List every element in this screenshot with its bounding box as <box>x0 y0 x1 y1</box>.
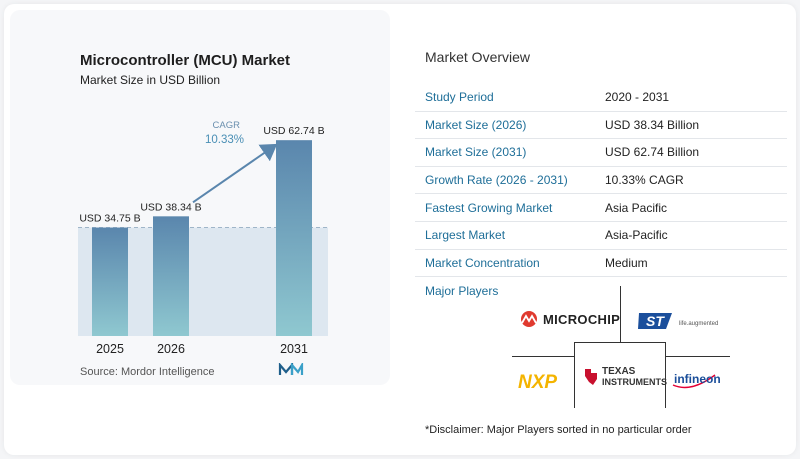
overview-value: Asia-Pacific <box>605 228 668 243</box>
overview-value: USD 38.34 Billion <box>605 117 700 132</box>
overview-label: Market Size (2031) <box>425 145 527 160</box>
svg-text:ST: ST <box>646 313 665 329</box>
players-title: Major Players <box>425 284 499 298</box>
overview-row: Market Concentration Medium <box>415 250 787 278</box>
overview-row: Fastest Growing Market Asia Pacific <box>415 194 787 222</box>
overview-label: Fastest Growing Market <box>425 200 553 215</box>
chart-canvas: USD 34.75 B 2025 USD 38.34 B 2026 USD 62.74 … <box>78 120 328 356</box>
cagr-label: CAGR <box>213 120 241 131</box>
nxp-logo: NXP <box>518 372 557 394</box>
chart-subtitle: Market Size in USD Billion <box>80 73 221 87</box>
overview-value: 2020 - 2031 <box>605 90 670 105</box>
nxp-wordmark: NXP <box>518 372 558 393</box>
infineon-swoosh-icon <box>672 374 716 389</box>
infineon-wordmark: infineon <box>674 372 721 386</box>
bar-value-label: USD 34.75 B <box>79 213 140 225</box>
divider <box>665 342 666 408</box>
overview-label: Study Period <box>425 90 494 105</box>
overview-value: Medium <box>605 255 648 270</box>
texas-state-icon <box>585 369 597 385</box>
disclaimer: *Disclaimer: Major Players sorted in no … <box>425 424 692 436</box>
microchip-logo: MICROCHIP <box>518 311 620 327</box>
bar-value-label: USD 62.74 B <box>263 125 324 137</box>
st-logo: ST life.augmented <box>636 309 718 331</box>
cagr-arrow <box>192 143 278 204</box>
cagr-value: 10.33% <box>205 134 244 146</box>
ti-line1: TEXAS <box>602 366 636 377</box>
x-tick-label: 2025 <box>96 342 124 356</box>
divider <box>620 286 621 342</box>
overview-row: Market Size (2031) USD 62.74 Billion <box>415 139 787 167</box>
ti-line2: INSTRUMENTS <box>602 377 667 387</box>
bar <box>276 140 312 336</box>
bar <box>153 216 189 336</box>
divider <box>666 356 730 357</box>
overview-label: Largest Market <box>425 228 506 243</box>
overview-label: Market Size (2026) <box>425 117 527 132</box>
st-icon: ST <box>638 313 672 329</box>
bar <box>92 227 128 336</box>
overview-row: Growth Rate (2026 - 2031) 10.33% CAGR <box>415 167 787 195</box>
chart-title: Microcontroller (MCU) Market <box>80 52 291 69</box>
microchip-icon <box>521 311 537 327</box>
source-text: Source: Mordor Intelligence <box>80 366 215 378</box>
infineon-logo: infineon <box>672 372 721 389</box>
overview-row: Largest Market Asia-Pacific <box>415 222 787 250</box>
overview-value: 10.33% CAGR <box>605 173 684 188</box>
overview-row: Study Period 2020 - 2031 <box>415 84 787 112</box>
overview-value: USD 62.74 Billion <box>605 145 700 160</box>
ti-logo: TEXAS INSTRUMENTS <box>583 366 667 388</box>
overview-title: Market Overview <box>425 49 531 65</box>
st-tagline: life.augmented <box>679 321 719 327</box>
divider <box>574 342 575 408</box>
overview-label: Growth Rate (2026 - 2031) <box>425 173 568 188</box>
overview-table: Study Period 2020 - 2031 Market Size (20… <box>415 84 787 278</box>
divider <box>512 356 574 357</box>
mordor-logo-icon <box>278 363 304 375</box>
ti-wordmark: TEXAS INSTRUMENTS <box>602 366 667 388</box>
microchip-wordmark: MICROCHIP <box>543 311 621 327</box>
x-tick-label: 2031 <box>280 342 308 356</box>
x-tick-label: 2026 <box>157 342 185 356</box>
divider <box>574 342 666 343</box>
bar-value-label: USD 38.34 B <box>140 201 201 213</box>
overview-label: Market Concentration <box>425 255 540 270</box>
overview-value: Asia Pacific <box>605 200 668 215</box>
overview-row: Market Size (2026) USD 38.34 Billion <box>415 112 787 140</box>
